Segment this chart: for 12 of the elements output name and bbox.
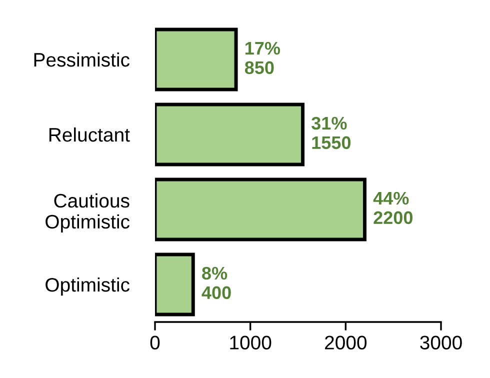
y-tick-label: Optimistic [46, 277, 130, 296]
data-label: 8% 400 [202, 266, 231, 300]
y-tick-label: Pessimistic [34, 52, 130, 67]
x-tick-label: 1000 [230, 336, 272, 350]
data-label: 31% 1550 [312, 116, 351, 150]
y-tick-label: Cautious Optimistic [46, 193, 130, 232]
x-tick-label: 0 [150, 336, 160, 350]
y-tick-label: Reluctant [49, 127, 130, 142]
x-tick-label: 2000 [325, 336, 367, 350]
data-label: 17% 850 [244, 42, 280, 74]
data-label: 44% 2200 [373, 192, 412, 224]
x-tick-label: 3000 [420, 336, 462, 350]
